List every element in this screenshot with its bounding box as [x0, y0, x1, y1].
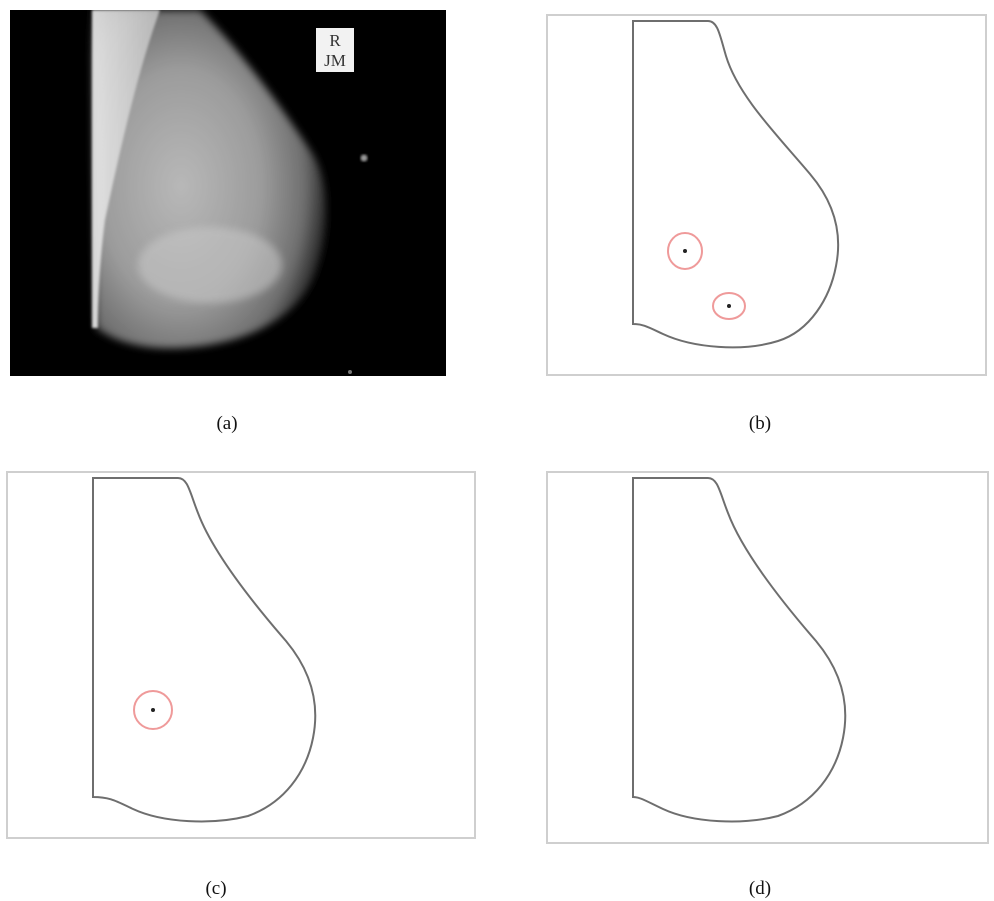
- detection-point: [727, 304, 731, 308]
- caption-d: (d): [748, 878, 772, 899]
- caption-c: (c): [205, 878, 227, 899]
- contour-diagram-d: [632, 477, 847, 823]
- caption-b: (b): [748, 413, 772, 434]
- detection-ring: [712, 292, 746, 320]
- breast-contour: [632, 20, 840, 349]
- contour-panel-d: [546, 471, 989, 844]
- contour-panel-c: [6, 471, 476, 839]
- caption-a: (a): [216, 413, 238, 434]
- mammogram-image-panel: R JM: [10, 10, 446, 376]
- detection-ring: [133, 690, 173, 730]
- detection-ring: [667, 232, 703, 270]
- breast-contour: [92, 477, 317, 823]
- contour-diagram-b: [632, 20, 840, 349]
- detection-point: [683, 249, 687, 253]
- bright-spot: [360, 154, 368, 162]
- contour-diagram-c: [92, 477, 317, 823]
- marker-text-bottom: JM: [324, 51, 346, 70]
- marker-text-top: R: [329, 31, 341, 50]
- breast-contour: [632, 477, 847, 823]
- contour-panel-b: [546, 14, 987, 376]
- chest-wall-edge: [92, 10, 160, 328]
- bright-spot: [348, 370, 352, 374]
- film-marker: [316, 28, 354, 72]
- mammogram-image: R JM: [10, 10, 446, 376]
- detection-point: [151, 708, 155, 712]
- dense-tissue-region: [138, 227, 282, 303]
